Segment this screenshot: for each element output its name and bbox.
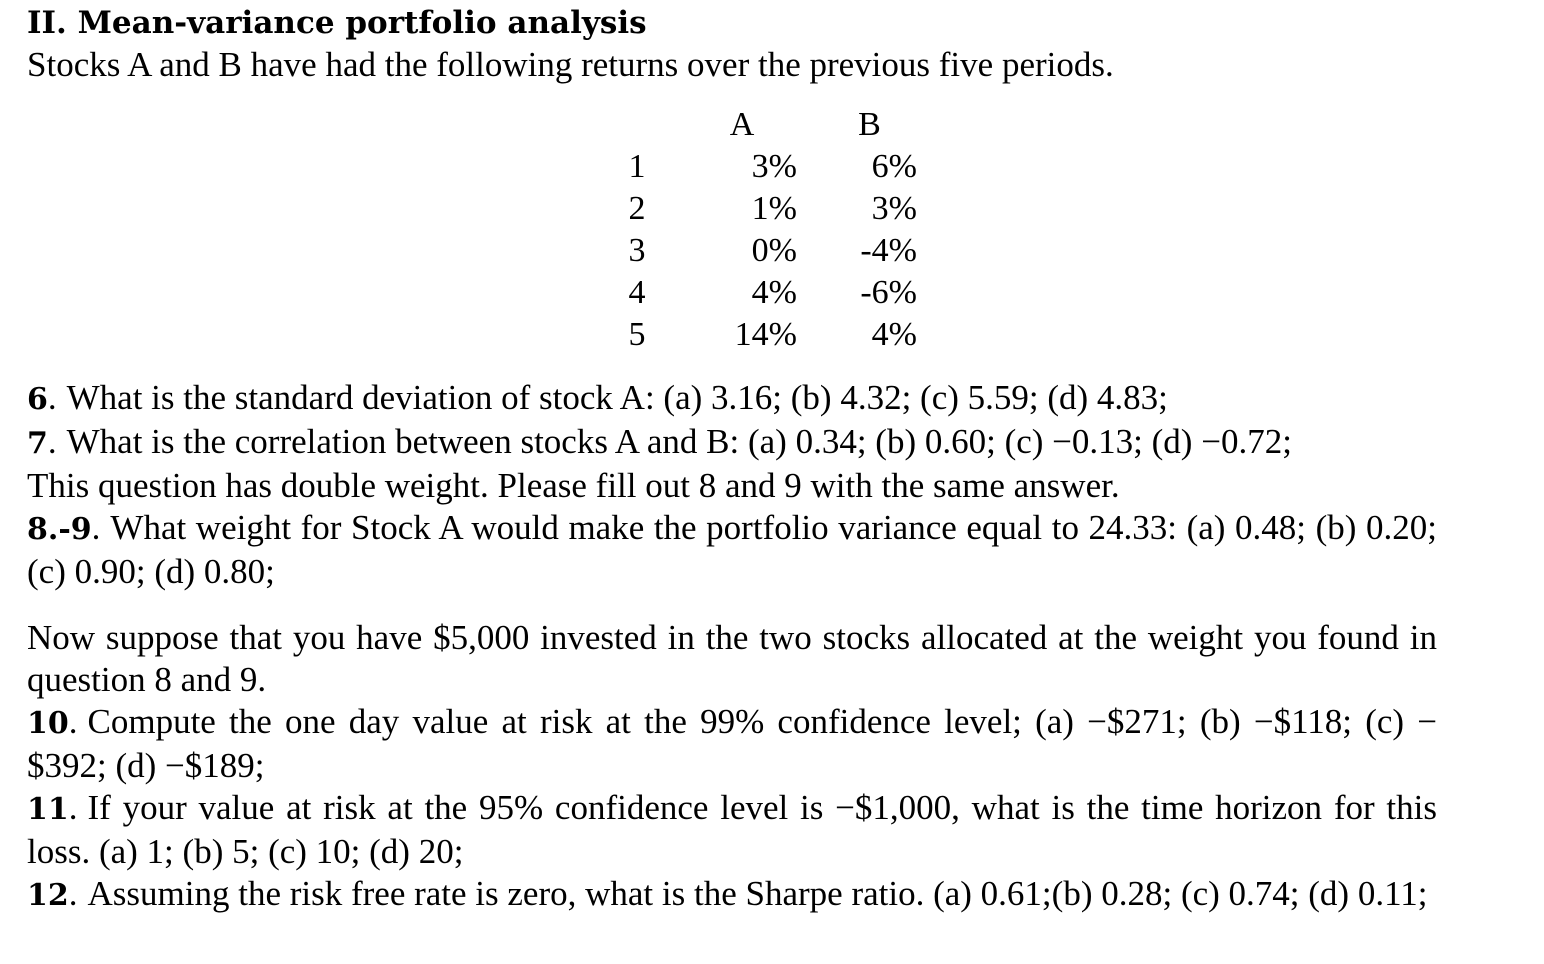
table-row: 3 0% -4% bbox=[617, 230, 918, 272]
question-text: Compute the one day value at risk at the… bbox=[27, 702, 1437, 785]
table-row: 2 1% 3% bbox=[617, 188, 918, 230]
question-number: 6 bbox=[27, 382, 48, 417]
question-number: 7 bbox=[27, 426, 48, 461]
question-text: What is the standard deviation of stock … bbox=[66, 378, 1168, 417]
question-number: 8.-9 bbox=[27, 512, 92, 547]
double-weight-note: This question has double weight. Please … bbox=[27, 466, 1120, 505]
question-6: 6. What is the standard deviation of stoc… bbox=[27, 378, 1168, 417]
question-text: Assuming the risk free rate is zero, wha… bbox=[87, 874, 1428, 913]
section-title: II. Mean-variance portfolio analysis bbox=[27, 5, 647, 41]
return-a-cell: 1% bbox=[751, 190, 797, 227]
period-cell: 5 bbox=[628, 316, 646, 353]
period-cell: 3 bbox=[628, 232, 646, 269]
question-8-9: 8.-9. What weight for Stock A would make … bbox=[27, 508, 1437, 591]
return-a-cell: 4% bbox=[751, 274, 797, 311]
period-header bbox=[617, 104, 657, 146]
return-b-cell: -4% bbox=[860, 232, 917, 269]
question-10: 10. Compute the one day value at risk at … bbox=[27, 702, 1437, 785]
question-number: 10 bbox=[27, 706, 69, 741]
document-page: II. Mean-variance portfolio analysis Sto… bbox=[27, 0, 1437, 913]
scenario-text: Now suppose that you have $5,000 investe… bbox=[27, 618, 1437, 699]
question-number: 12 bbox=[27, 878, 69, 913]
question-text: What is the correlation between stocks A… bbox=[66, 422, 1292, 461]
return-b-cell: 4% bbox=[871, 316, 917, 353]
question-text: If your value at risk at the 95% confide… bbox=[27, 788, 1437, 871]
question-11: 11. If your value at risk at the 95% conf… bbox=[27, 788, 1437, 871]
table-row: 1 3% 6% bbox=[617, 146, 918, 188]
column-header-a: A bbox=[729, 106, 755, 143]
returns-header-row: A B bbox=[617, 104, 917, 146]
period-cell: 4 bbox=[628, 274, 646, 311]
return-a-cell: 3% bbox=[751, 148, 797, 185]
column-header-b: B bbox=[858, 106, 881, 143]
return-a-cell: 14% bbox=[734, 316, 797, 353]
question-text: What weight for Stock A would make the p… bbox=[27, 508, 1437, 591]
return-b-cell: 6% bbox=[871, 148, 917, 185]
question-12: 12. Assuming the risk free rate is zero, … bbox=[27, 874, 1428, 913]
questions-block: 6. What is the standard deviation of stoc… bbox=[27, 377, 1437, 917]
period-cell: 2 bbox=[628, 190, 646, 227]
returns-table: A B 1 3% 6% 2 1% 3% 3 0% -4% 4 4% bbox=[617, 104, 918, 356]
table-row: 5 14% 4% bbox=[617, 314, 918, 356]
return-b-cell: 3% bbox=[871, 190, 917, 227]
return-b-cell: -6% bbox=[860, 274, 917, 311]
period-cell: 1 bbox=[628, 148, 646, 185]
table-row: 4 4% -6% bbox=[617, 272, 918, 314]
question-number: 11 bbox=[27, 792, 69, 827]
intro-text: Stocks A and B have had the following re… bbox=[27, 45, 1114, 84]
return-a-cell: 0% bbox=[751, 232, 797, 269]
question-7: 7. What is the correlation between stocks… bbox=[27, 422, 1292, 461]
